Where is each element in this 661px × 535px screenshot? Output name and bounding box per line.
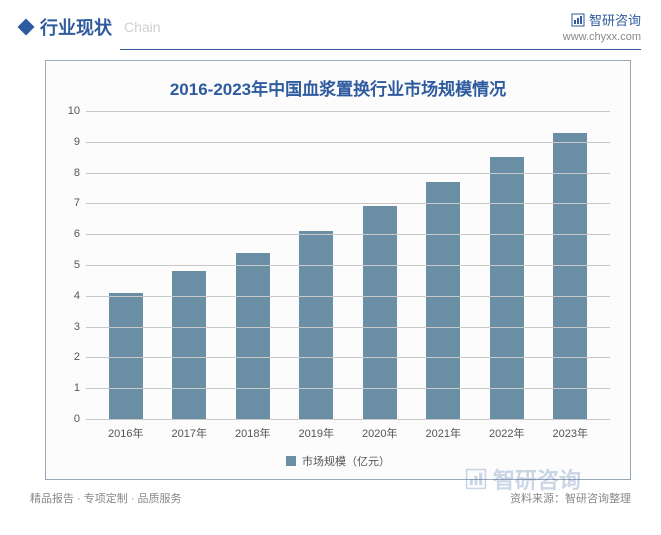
grid-line	[86, 142, 610, 143]
brand: 智研咨询	[563, 10, 641, 29]
chart-bar: 2019年	[299, 231, 333, 419]
grid-line	[86, 265, 610, 266]
chart-bar: 2017年	[172, 271, 206, 419]
y-axis-label: 5	[58, 259, 80, 271]
chart-bar: 2022年	[490, 157, 524, 419]
header-left: 行业现状 Chain	[20, 14, 161, 40]
legend-swatch	[286, 456, 296, 466]
chart-legend: 市场规模（亿元）	[46, 453, 630, 469]
header: 行业现状 Chain 智研咨询 www.chyxx.com	[0, 0, 661, 49]
grid-line	[86, 203, 610, 204]
x-axis-label: 2023年	[553, 425, 588, 441]
chart-bar: 2023年	[553, 133, 587, 419]
x-axis-label: 2017年	[172, 425, 207, 441]
brand-url: www.chyxx.com	[563, 31, 641, 43]
header-divider	[120, 49, 641, 50]
x-axis-label: 2022年	[489, 425, 524, 441]
diamond-icon	[18, 18, 35, 35]
header-right: 智研咨询 www.chyxx.com	[563, 10, 641, 43]
grid-line	[86, 296, 610, 297]
chart-bar: 2021年	[426, 182, 460, 419]
grid-line	[86, 111, 610, 112]
chart-container: 2016-2023年中国血浆置换行业市场规模情况 2016年 2017年 2018年…	[45, 60, 631, 480]
footer-right: 资料来源：智研咨询整理	[510, 490, 631, 506]
chart-bar: 2016年	[109, 293, 143, 419]
x-axis-label: 2016年	[108, 425, 143, 441]
y-axis-label: 9	[58, 136, 80, 148]
footer: 精品报告 · 专项定制 · 品质服务 资料来源：智研咨询整理	[0, 490, 661, 514]
x-axis-label: 2020年	[362, 425, 397, 441]
y-axis-label: 1	[58, 382, 80, 394]
x-axis-label: 2019年	[299, 425, 334, 441]
chart-bar: 2020年	[363, 206, 397, 419]
section-title: 行业现状	[40, 14, 112, 40]
grid-line	[86, 388, 610, 389]
x-axis-label: 2021年	[426, 425, 461, 441]
x-axis-label: 2018年	[235, 425, 270, 441]
y-axis-label: 3	[58, 321, 80, 333]
legend-label: 市场规模（亿元）	[302, 453, 390, 469]
section-subtitle: Chain	[124, 19, 161, 35]
y-axis-label: 7	[58, 197, 80, 209]
chart-title: 2016-2023年中国血浆置换行业市场规模情况	[46, 61, 630, 110]
y-axis-label: 4	[58, 290, 80, 302]
grid-line	[86, 173, 610, 174]
y-axis-label: 10	[58, 105, 80, 117]
y-axis-label: 6	[58, 228, 80, 240]
brand-name: 智研咨询	[589, 10, 641, 29]
footer-left: 精品报告 · 专项定制 · 品质服务	[30, 490, 182, 506]
grid-line	[86, 327, 610, 328]
brand-icon	[571, 13, 585, 27]
grid-line	[86, 419, 610, 420]
chart-bar: 2018年	[236, 253, 270, 419]
y-axis-label: 8	[58, 167, 80, 179]
grid-line	[86, 357, 610, 358]
y-axis-label: 0	[58, 413, 80, 425]
chart-plot: 2016年 2017年 2018年 2019年 2020年 2021年 2022年 2023年…	[86, 111, 610, 419]
grid-line	[86, 234, 610, 235]
y-axis-label: 2	[58, 351, 80, 363]
